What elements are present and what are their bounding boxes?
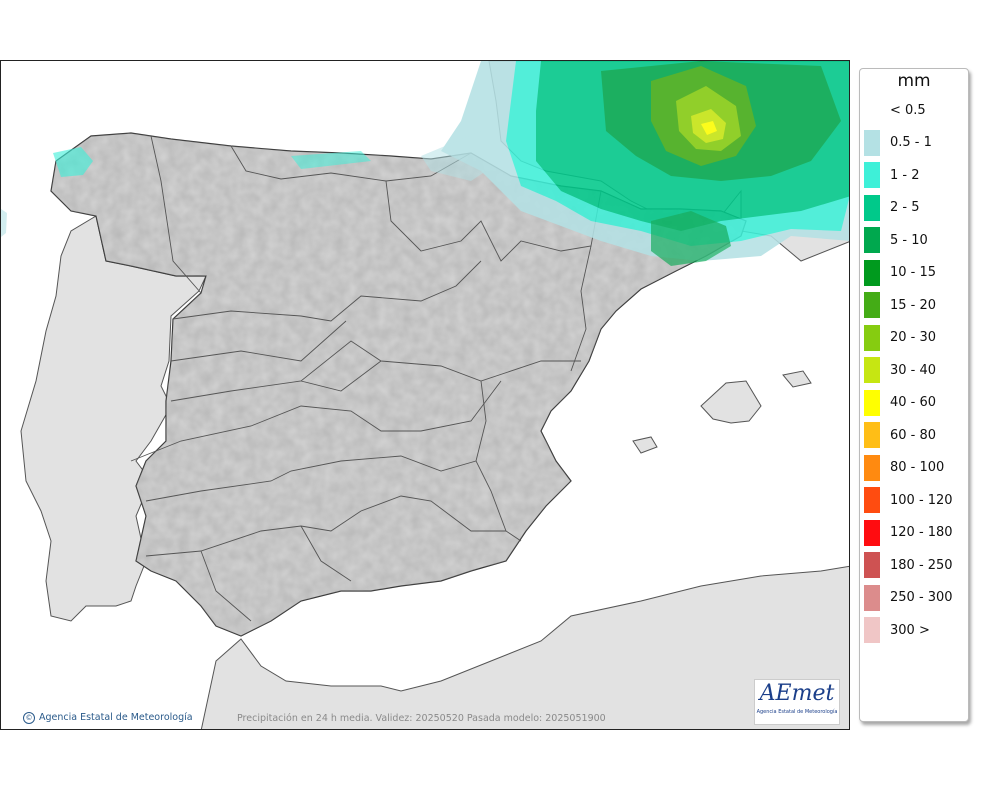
legend-swatch xyxy=(864,584,880,611)
legend-label: 15 - 20 xyxy=(890,297,937,313)
precip-galicia xyxy=(53,147,93,177)
legend-swatch xyxy=(864,129,880,156)
legend-swatch xyxy=(864,519,880,546)
legend-label: 5 - 10 xyxy=(890,232,928,248)
legend-item: 60 - 80 xyxy=(864,422,936,448)
legend-swatch xyxy=(864,357,880,383)
menorca xyxy=(782,370,812,388)
legend: mm < 0.5 0.5 - 1 1 - 2 2 - 5 5 - 10 10 - 15 15… xyxy=(859,68,969,722)
legend-label: 0.5 - 1 xyxy=(890,135,932,150)
legend-item: 100 - 120 xyxy=(864,487,953,513)
precip-cantabria xyxy=(291,151,371,169)
legend-swatch xyxy=(864,97,880,123)
legend-label: < 0.5 xyxy=(890,102,926,118)
spain-relief xyxy=(51,133,746,636)
legend-item: 30 - 40 xyxy=(864,357,936,383)
legend-label: 20 - 30 xyxy=(890,330,937,345)
legend-unit: mm xyxy=(897,71,931,91)
legend-label: 60 - 80 xyxy=(890,427,937,443)
legend-swatch xyxy=(864,292,880,318)
legend-swatch xyxy=(864,259,880,286)
legend-label: 40 - 60 xyxy=(890,395,937,410)
legend-swatch xyxy=(864,617,880,643)
precip-bay xyxy=(421,131,501,181)
legend-label: 1 - 2 xyxy=(890,167,920,183)
legend-item: 40 - 60 xyxy=(864,389,937,416)
africa-land xyxy=(200,565,849,729)
map-canvas xyxy=(1,61,849,729)
credit-label: © Agencia Estatal de Meteorología xyxy=(23,712,193,724)
legend-label: 10 - 15 xyxy=(890,265,937,280)
legend-swatch xyxy=(864,324,880,351)
legend-item: 120 - 180 xyxy=(864,519,953,546)
west-sea-patch xyxy=(1,209,7,237)
legend-item: 250 - 300 xyxy=(864,584,953,611)
legend-swatch xyxy=(864,227,880,253)
legend-item: < 0.5 xyxy=(864,97,926,123)
legend-item: 0.5 - 1 xyxy=(864,129,932,156)
legend-label: 80 - 100 xyxy=(890,460,945,475)
precipitation-map: © Agencia Estatal de Meteorología Precipi… xyxy=(0,60,850,730)
precip-catalonia xyxy=(651,211,731,266)
legend-label: 100 - 120 xyxy=(890,492,953,508)
region-borders xyxy=(130,135,602,622)
ibiza xyxy=(632,436,658,454)
legend-swatch xyxy=(864,552,880,578)
legend-swatch xyxy=(864,422,880,448)
legend-swatch xyxy=(864,454,880,481)
legend-swatch xyxy=(864,487,880,513)
legend-label: 250 - 300 xyxy=(890,590,953,605)
legend-item: 20 - 30 xyxy=(864,324,937,351)
mallorca xyxy=(700,380,762,424)
copyright-icon: © xyxy=(23,712,35,724)
legend-item: 10 - 15 xyxy=(864,259,937,286)
legend-item: 5 - 10 xyxy=(864,227,928,253)
precipitation-layer xyxy=(53,61,849,266)
legend-swatch xyxy=(864,389,880,416)
aemet-logo: AEmet Agencia Estatal de Meteorología xyxy=(754,679,840,725)
validity-text: Precipitación en 24 h media. Validez: 20… xyxy=(237,713,606,724)
legend-item: 1 - 2 xyxy=(864,162,920,188)
legend-label: 120 - 180 xyxy=(890,525,953,540)
legend-label: 2 - 5 xyxy=(890,200,920,215)
legend-swatch xyxy=(864,194,880,221)
legend-item: 80 - 100 xyxy=(864,454,945,481)
legend-item: 15 - 20 xyxy=(864,292,936,318)
legend-item: 180 - 250 xyxy=(864,552,953,578)
legend-label: 180 - 250 xyxy=(890,557,953,573)
portugal-land xyxy=(20,215,207,622)
precip-30-40 xyxy=(701,121,717,135)
legend-label: 300 > xyxy=(890,622,930,638)
legend-label: 30 - 40 xyxy=(890,362,937,378)
legend-swatch xyxy=(864,162,880,188)
legend-item: 2 - 5 xyxy=(864,194,920,221)
legend-item: 300 > xyxy=(864,617,930,643)
